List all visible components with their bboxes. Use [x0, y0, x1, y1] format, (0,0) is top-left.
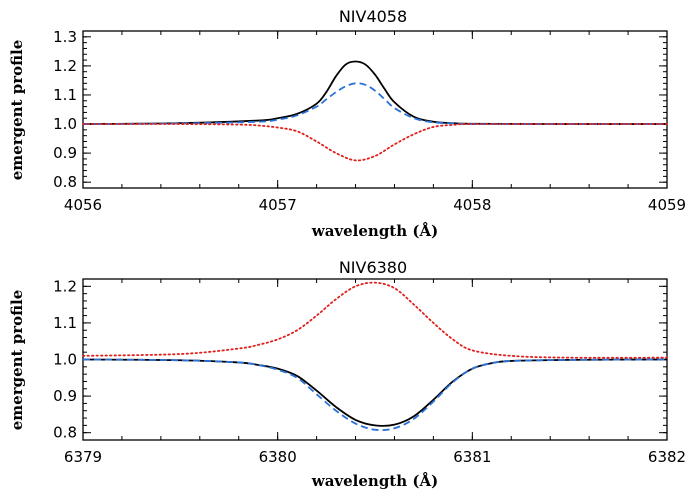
panel-2-x-axis-label: wavelength (Å)	[311, 472, 438, 490]
series-line-solid	[82, 60, 668, 125]
x-tick-label: 6382	[648, 448, 686, 466]
x-tick-label: 4057	[259, 196, 297, 214]
panel-1-plot-frame	[82, 30, 668, 189]
panel-1-series	[82, 60, 668, 162]
panel-2-title: NIV6380	[339, 258, 407, 277]
series-line-dashed	[82, 358, 668, 432]
panel-1-x-tick-labels: 4056 4057 4058 4059	[64, 196, 686, 214]
series-line-dashed	[82, 82, 667, 125]
panel-2-x-tick-labels: 6379 6380 6381 6382	[64, 448, 686, 466]
y-tick-label: 0.8	[53, 424, 77, 442]
panel-1-title: NIV4058	[339, 7, 407, 26]
y-tick-label: 1.2	[53, 57, 77, 75]
x-tick-label: 6381	[453, 448, 491, 466]
panel-niv4058: NIV4058 4056 4057 4058 4059 0.8 0.9 1.0 1.1 1.2…	[8, 7, 686, 240]
y-tick-label: 1.1	[53, 314, 77, 332]
x-tick-label: 6379	[64, 448, 102, 466]
x-tick-label: 6380	[259, 448, 297, 466]
panel-niv6380: NIV6380 6379 6380 6381 6382 0.8 0.9 1.0 1.1 1.2…	[8, 258, 686, 490]
panel-2-series	[82, 281, 668, 432]
x-tick-label: 4056	[64, 196, 102, 214]
y-tick-label: 1.1	[53, 86, 77, 104]
panel-1-y-axis-label: emergent profile	[8, 40, 26, 181]
panel-2-ticks	[82, 278, 668, 441]
series-line-solid	[82, 358, 668, 427]
series-line-dotted	[82, 281, 668, 359]
y-tick-label: 0.9	[53, 387, 77, 405]
panel-1-ticks	[82, 30, 668, 189]
x-tick-label: 4058	[453, 196, 491, 214]
y-tick-label: 0.8	[53, 173, 77, 191]
panel-1-y-tick-labels: 0.8 0.9 1.0 1.1 1.2 1.3	[53, 28, 77, 191]
x-tick-label: 4059	[648, 196, 686, 214]
y-tick-label: 1.0	[53, 351, 77, 369]
panel-2-y-axis-label: emergent profile	[8, 290, 26, 431]
y-tick-label: 1.2	[53, 277, 77, 295]
panel-2-y-tick-labels: 0.8 0.9 1.0 1.1 1.2	[53, 277, 77, 441]
y-tick-label: 1.0	[53, 115, 77, 133]
y-tick-label: 1.3	[53, 28, 77, 46]
panel-1-x-axis-label: wavelength (Å)	[311, 222, 438, 240]
series-line-dotted	[82, 123, 668, 162]
y-tick-label: 0.9	[53, 144, 77, 162]
